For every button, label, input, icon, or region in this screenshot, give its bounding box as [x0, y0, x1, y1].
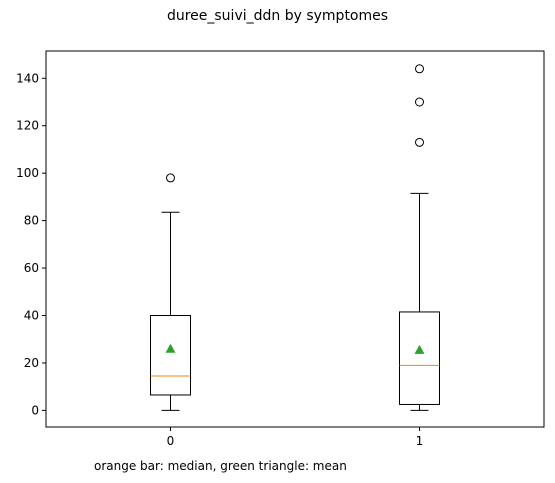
y-tick-label: 40 [24, 309, 39, 323]
mean-marker [165, 343, 176, 353]
box [150, 315, 191, 396]
y-tick-label: 120 [16, 119, 39, 133]
x-tick-label: 1 [416, 434, 424, 448]
y-tick-label: 140 [16, 71, 39, 85]
y-axis: 0 20 40 60 80 100 120 140 [16, 71, 46, 417]
plot-frame [45, 50, 545, 428]
x-tick-label: 0 [167, 434, 175, 448]
outlier-point [415, 97, 424, 107]
y-tick-label: 60 [24, 261, 39, 275]
outlier-point [166, 173, 175, 183]
chart-title: duree_suivi_ddn by symptomes [166, 8, 389, 24]
y-tick-label: 20 [24, 356, 39, 370]
outlier-point [415, 64, 424, 74]
y-tick-label: 80 [24, 214, 39, 228]
legend-note: orange bar: median, green triangle: mean [94, 459, 347, 473]
box [399, 311, 440, 405]
mean-marker [414, 344, 425, 354]
y-tick-label: 0 [31, 403, 39, 417]
box-series [150, 64, 440, 411]
y-tick-label: 100 [16, 166, 39, 180]
outlier-point [415, 137, 424, 147]
